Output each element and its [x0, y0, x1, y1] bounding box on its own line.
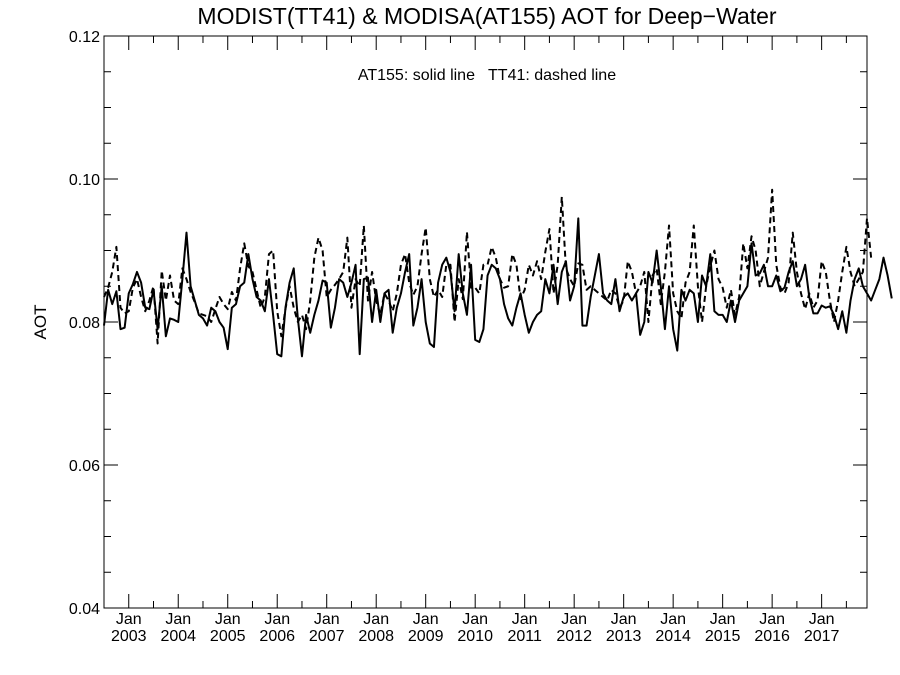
x-axis-ticks: Jan2003Jan2004Jan2005Jan2006Jan2007Jan20… — [103, 36, 847, 645]
y-axis-ticks: 0.04 0.06 0.08 0.10 0.12 — [69, 29, 867, 618]
y-tick-label: 0.10 — [69, 172, 100, 189]
x-tick-month: Jan — [809, 611, 835, 628]
x-tick-year: 2005 — [210, 628, 246, 645]
y-tick-label: 0.12 — [69, 29, 100, 46]
x-tick-year: 2013 — [606, 628, 642, 645]
series-line-tt41 — [103, 188, 873, 345]
x-tick-year: 2008 — [358, 628, 394, 645]
x-tick-month: Jan — [215, 611, 241, 628]
x-tick-year: 2015 — [705, 628, 741, 645]
x-tick-month: Jan — [314, 611, 340, 628]
x-tick-year: 2007 — [309, 628, 345, 645]
series-layer — [103, 188, 893, 358]
x-tick-year: 2006 — [259, 628, 295, 645]
x-tick-month: Jan — [462, 611, 488, 628]
y-axis-label: AOT — [31, 305, 50, 340]
x-tick-year: 2016 — [754, 628, 790, 645]
x-tick-year: 2014 — [655, 628, 691, 645]
x-tick-month: Jan — [660, 611, 686, 628]
x-tick-year: 2011 — [507, 628, 542, 645]
y-tick-label: 0.04 — [69, 601, 100, 618]
x-tick-month: Jan — [759, 611, 785, 628]
x-tick-year: 2004 — [160, 628, 196, 645]
x-tick-year: 2009 — [408, 628, 444, 645]
x-tick-month: Jan — [710, 611, 736, 628]
x-tick-month: Jan — [561, 611, 587, 628]
x-tick-month: Jan — [611, 611, 637, 628]
series-line-at155 — [103, 217, 893, 358]
x-tick-month: Jan — [165, 611, 191, 628]
x-tick-month: Jan — [512, 611, 538, 628]
x-tick-year: 2010 — [457, 628, 493, 645]
x-tick-month: Jan — [363, 611, 389, 628]
x-tick-month: Jan — [116, 611, 142, 628]
x-tick-month: Jan — [413, 611, 439, 628]
x-tick-year: 2003 — [111, 628, 147, 645]
y-tick-label: 0.08 — [69, 315, 100, 332]
x-tick-year: 2017 — [804, 628, 840, 645]
y-tick-label: 0.06 — [69, 458, 100, 475]
line-style-annotation: AT155: solid line TT41: dashed line — [358, 67, 616, 84]
chart-title: MODIST(TT41) & MODISA(AT155) AOT for Dee… — [197, 3, 777, 29]
x-tick-year: 2012 — [556, 628, 592, 645]
x-tick-month: Jan — [264, 611, 290, 628]
